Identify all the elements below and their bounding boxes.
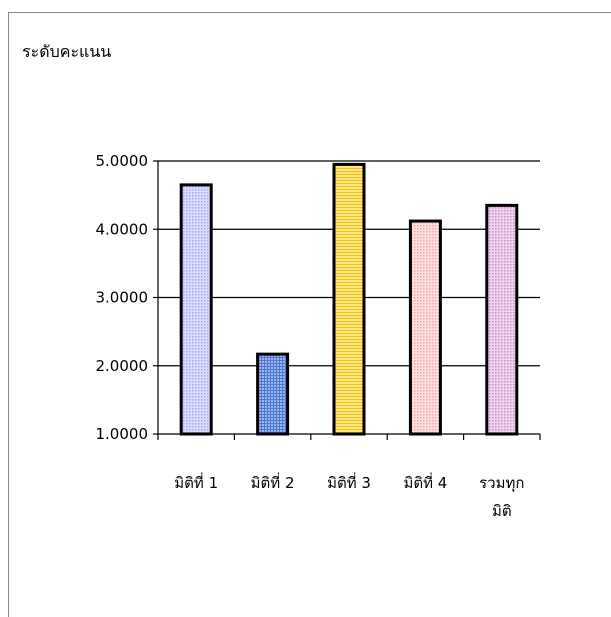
bar <box>256 352 290 436</box>
x-tick-label: รวมทุก <box>479 474 524 493</box>
bar <box>332 162 366 436</box>
x-tick-label: มิติ <box>492 502 512 520</box>
tick-labels: 1.0000 2.0000 3.0000 4.0000 5.0000 มิติที่ 1 ม… <box>96 152 525 520</box>
y-tick-label: 5.0000 <box>96 152 149 170</box>
y-tick-label: 3.0000 <box>96 289 149 307</box>
x-tick-label: มิติที่ 1 <box>174 472 218 492</box>
y-axis-label: ระดับคะแนน <box>22 42 112 61</box>
axes <box>153 160 541 440</box>
bars <box>179 162 519 436</box>
x-tick-label: มิติที่ 2 <box>251 472 295 492</box>
chart-frame-top-border <box>8 12 611 13</box>
y-tick-label: 1.0000 <box>96 425 149 443</box>
bar <box>179 183 213 436</box>
chart-frame-left-border <box>8 12 9 617</box>
bar <box>408 219 442 436</box>
x-tick-label: มิติที่ 4 <box>403 472 447 492</box>
y-tick-label: 4.0000 <box>96 220 149 238</box>
x-tick-label: มิติที่ 3 <box>327 472 371 492</box>
bar <box>485 203 519 436</box>
y-tick-label: 2.0000 <box>96 357 149 375</box>
